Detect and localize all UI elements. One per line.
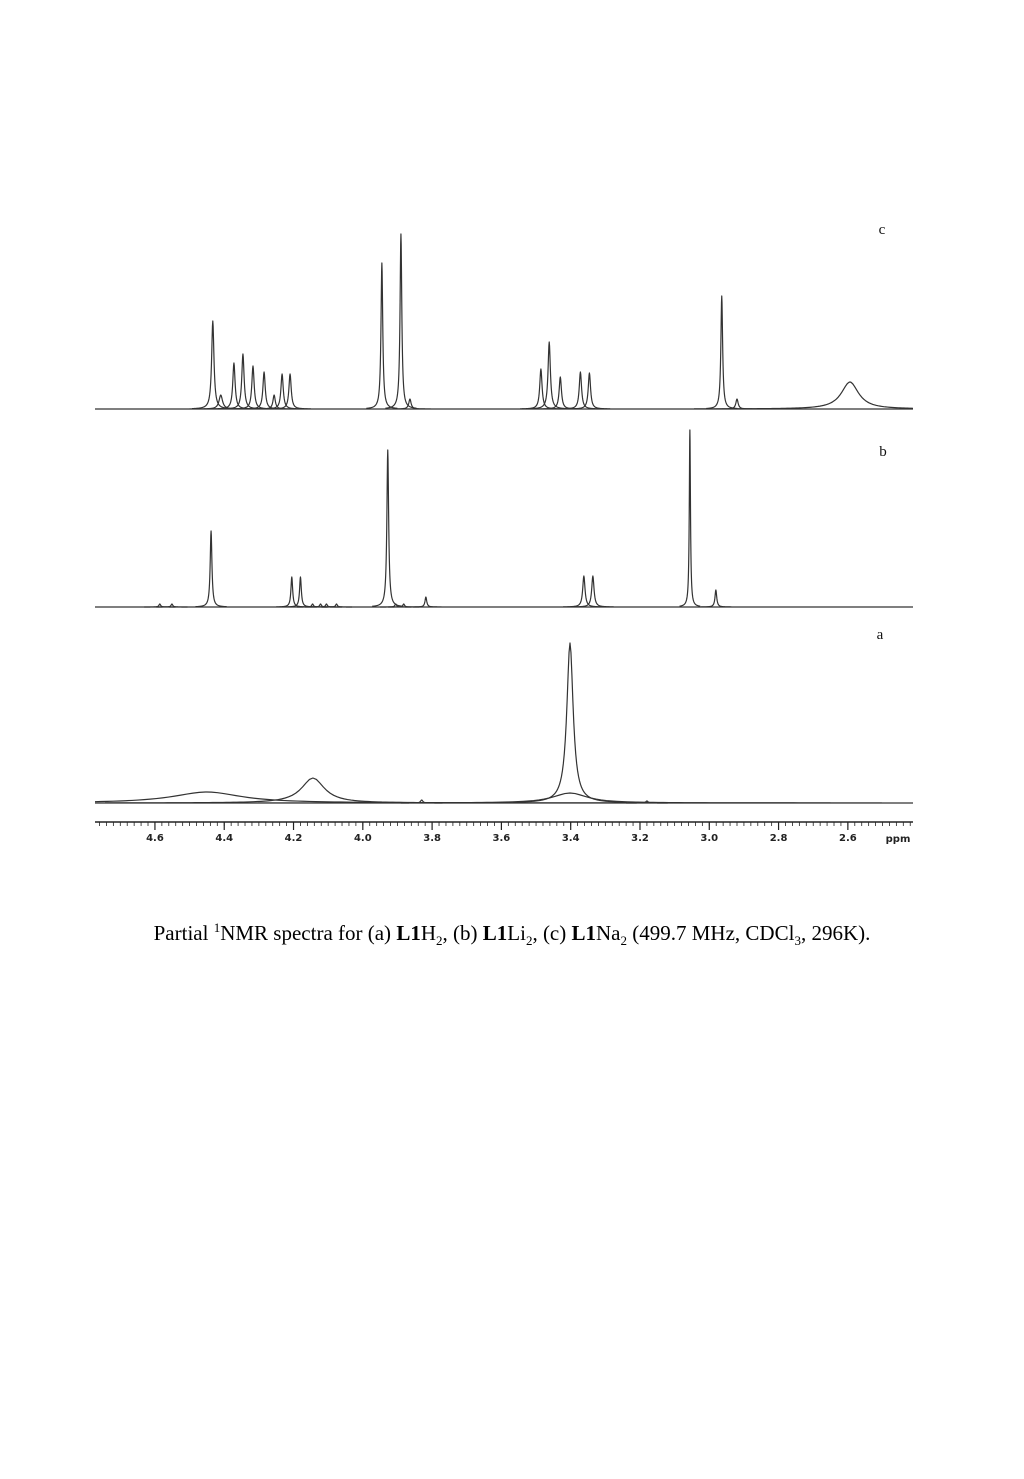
nmr-peak (94, 791, 831, 804)
nmr-peak (409, 596, 442, 608)
caption-text: Na (596, 921, 621, 945)
x-tick-label: 4.4 (215, 833, 233, 844)
caption-text: 3 (794, 933, 801, 949)
nmr-peak (365, 262, 398, 409)
caption-text: L1 (571, 921, 597, 945)
caption-text: H (420, 921, 436, 945)
nmr-peak (371, 449, 404, 607)
nmr-peak (559, 371, 602, 410)
caption-text: L1 (396, 921, 421, 945)
x-tick-label: 4.6 (146, 833, 164, 844)
nmr-peak (528, 341, 571, 410)
nmr-peak (310, 603, 343, 608)
nmr-peak (385, 233, 417, 409)
nmr-peak (694, 381, 914, 410)
x-tick-label: 3.6 (493, 833, 511, 844)
nmr-peak (679, 429, 701, 607)
spectrum-label: b (879, 444, 887, 460)
x-axis-label: ppm (886, 834, 911, 845)
nmr-peak (625, 800, 668, 804)
caption-text: (499.7 MHz, CDCl (627, 921, 795, 945)
nmr-figure: 4.6 4.4 4.2 4.0 3.8 3.6 3.4 3.2 3.0 2.8 2.6 ppm c b a (94, 222, 914, 845)
x-tick-label: 2.6 (839, 833, 857, 844)
x-tick-label: 3.4 (562, 833, 580, 844)
nmr-peak (705, 295, 738, 410)
nmr-peak (519, 368, 562, 410)
nmr-peak (512, 642, 628, 803)
caption-text: Li (507, 921, 526, 945)
caption-text: NMR spectra for (a) (220, 921, 397, 945)
figure-caption: Partial 1NMR spectra for (a) L1H2, (b) L… (0, 920, 1024, 949)
x-tick-label: 4.0 (354, 833, 372, 844)
caption-text: L1 (482, 921, 508, 945)
nmr-peak (388, 398, 431, 410)
x-tick-label: 2.8 (770, 833, 788, 844)
nmr-peak (191, 320, 234, 410)
caption-text: 1 (213, 920, 221, 935)
nmr-peak (699, 589, 732, 608)
nmr-peak (320, 603, 353, 608)
nmr-peak (261, 373, 304, 410)
caption-text: , (c) (532, 921, 572, 945)
nmr-peak (269, 373, 312, 410)
spectrum-label: a (877, 627, 884, 643)
nmr-peak (571, 575, 614, 608)
nmr-peak (155, 603, 188, 608)
x-tick-label: 4.2 (285, 833, 303, 844)
nmr-peak (143, 603, 176, 608)
nmr-peak (212, 362, 255, 410)
x-tick-label: 3.8 (423, 833, 441, 844)
nmr-peak (105, 777, 521, 804)
caption-text: 2 (436, 933, 443, 949)
nmr-peak (715, 398, 759, 410)
caption-text: Partial (153, 921, 214, 945)
caption-text: , 296K). (800, 921, 871, 945)
caption-text: 2 (620, 933, 628, 949)
nmr-peak (221, 353, 264, 410)
nmr-peak (539, 376, 582, 410)
spectrum-label: c (879, 222, 886, 238)
x-tick-label: 3.2 (631, 833, 649, 844)
caption-text: , (b) (442, 921, 483, 945)
nmr-peak (253, 394, 296, 410)
nmr-peak (195, 530, 227, 608)
caption-text: 2 (525, 933, 533, 949)
nmr-peak (258, 792, 882, 804)
x-tick-label: 3.0 (700, 833, 718, 844)
nmr-peak (562, 575, 605, 608)
nmr-peak (568, 372, 611, 410)
